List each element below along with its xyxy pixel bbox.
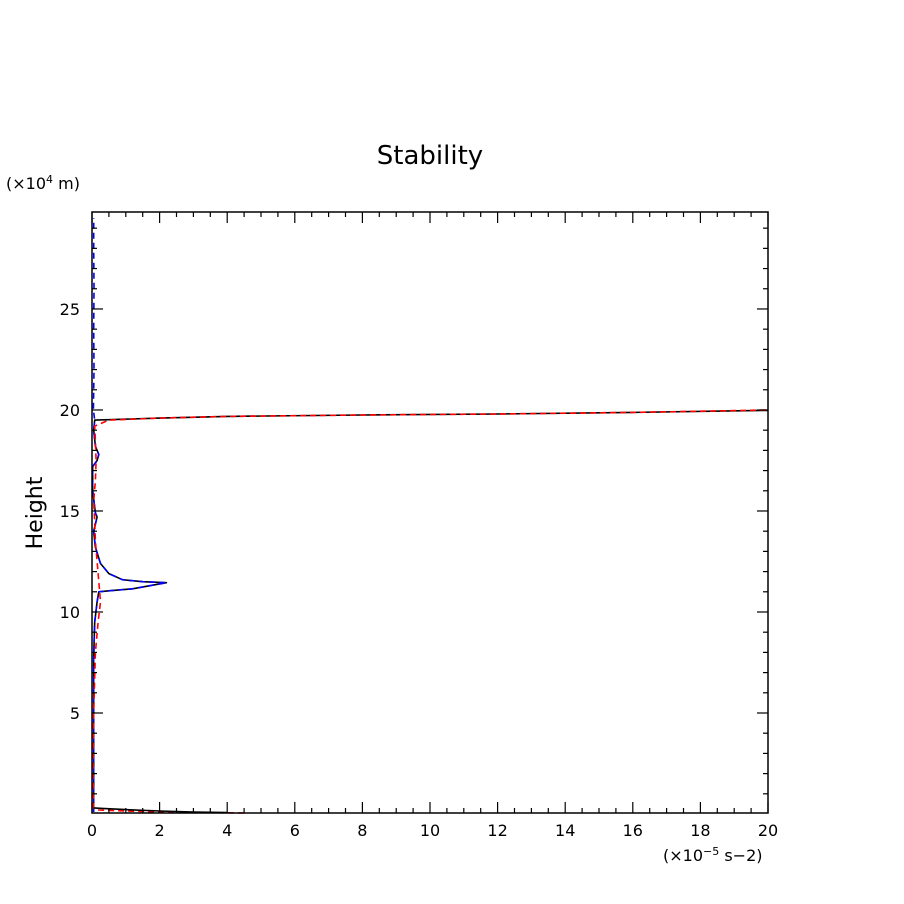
series-line-2 xyxy=(91,218,168,812)
y-tick-label: 5 xyxy=(70,704,80,723)
y-axis-label: Height xyxy=(23,476,48,549)
series-line-3 xyxy=(92,409,769,814)
x-tick-label: 8 xyxy=(357,821,367,840)
x-tick-label: 20 xyxy=(758,821,778,840)
x-tick-label: 16 xyxy=(623,821,643,840)
x-tick-label: 6 xyxy=(290,821,300,840)
y-axis-unit-exponent: 4 xyxy=(46,173,53,186)
x-tick-label: 18 xyxy=(690,821,710,840)
x-tick-label: 0 xyxy=(87,821,97,840)
x-tick-label: 14 xyxy=(555,821,575,840)
x-axis-unit: (×10−5 s−2) xyxy=(663,845,762,865)
x-tick-label: 10 xyxy=(420,821,440,840)
x-tick-label: 12 xyxy=(487,821,507,840)
x-tick-label: 4 xyxy=(222,821,232,840)
x-axis-unit-prefix: (×10 xyxy=(663,846,703,865)
x-tick-label: 2 xyxy=(155,821,165,840)
y-axis-unit: (×104 m) xyxy=(6,173,80,193)
y-tick-label: 10 xyxy=(60,603,80,622)
y-axis-unit-prefix: (×10 xyxy=(6,174,46,193)
chart-title: Stability xyxy=(377,141,483,171)
plot-frame xyxy=(91,211,769,814)
x-axis-unit-suffix: s−2) xyxy=(719,846,762,865)
y-axis-unit-suffix: m) xyxy=(53,174,80,193)
y-tick-label: 15 xyxy=(60,502,80,521)
x-axis-unit-exponent: −5 xyxy=(703,845,719,858)
y-tick-label: 20 xyxy=(60,401,80,420)
y-tick-label: 25 xyxy=(60,300,80,319)
